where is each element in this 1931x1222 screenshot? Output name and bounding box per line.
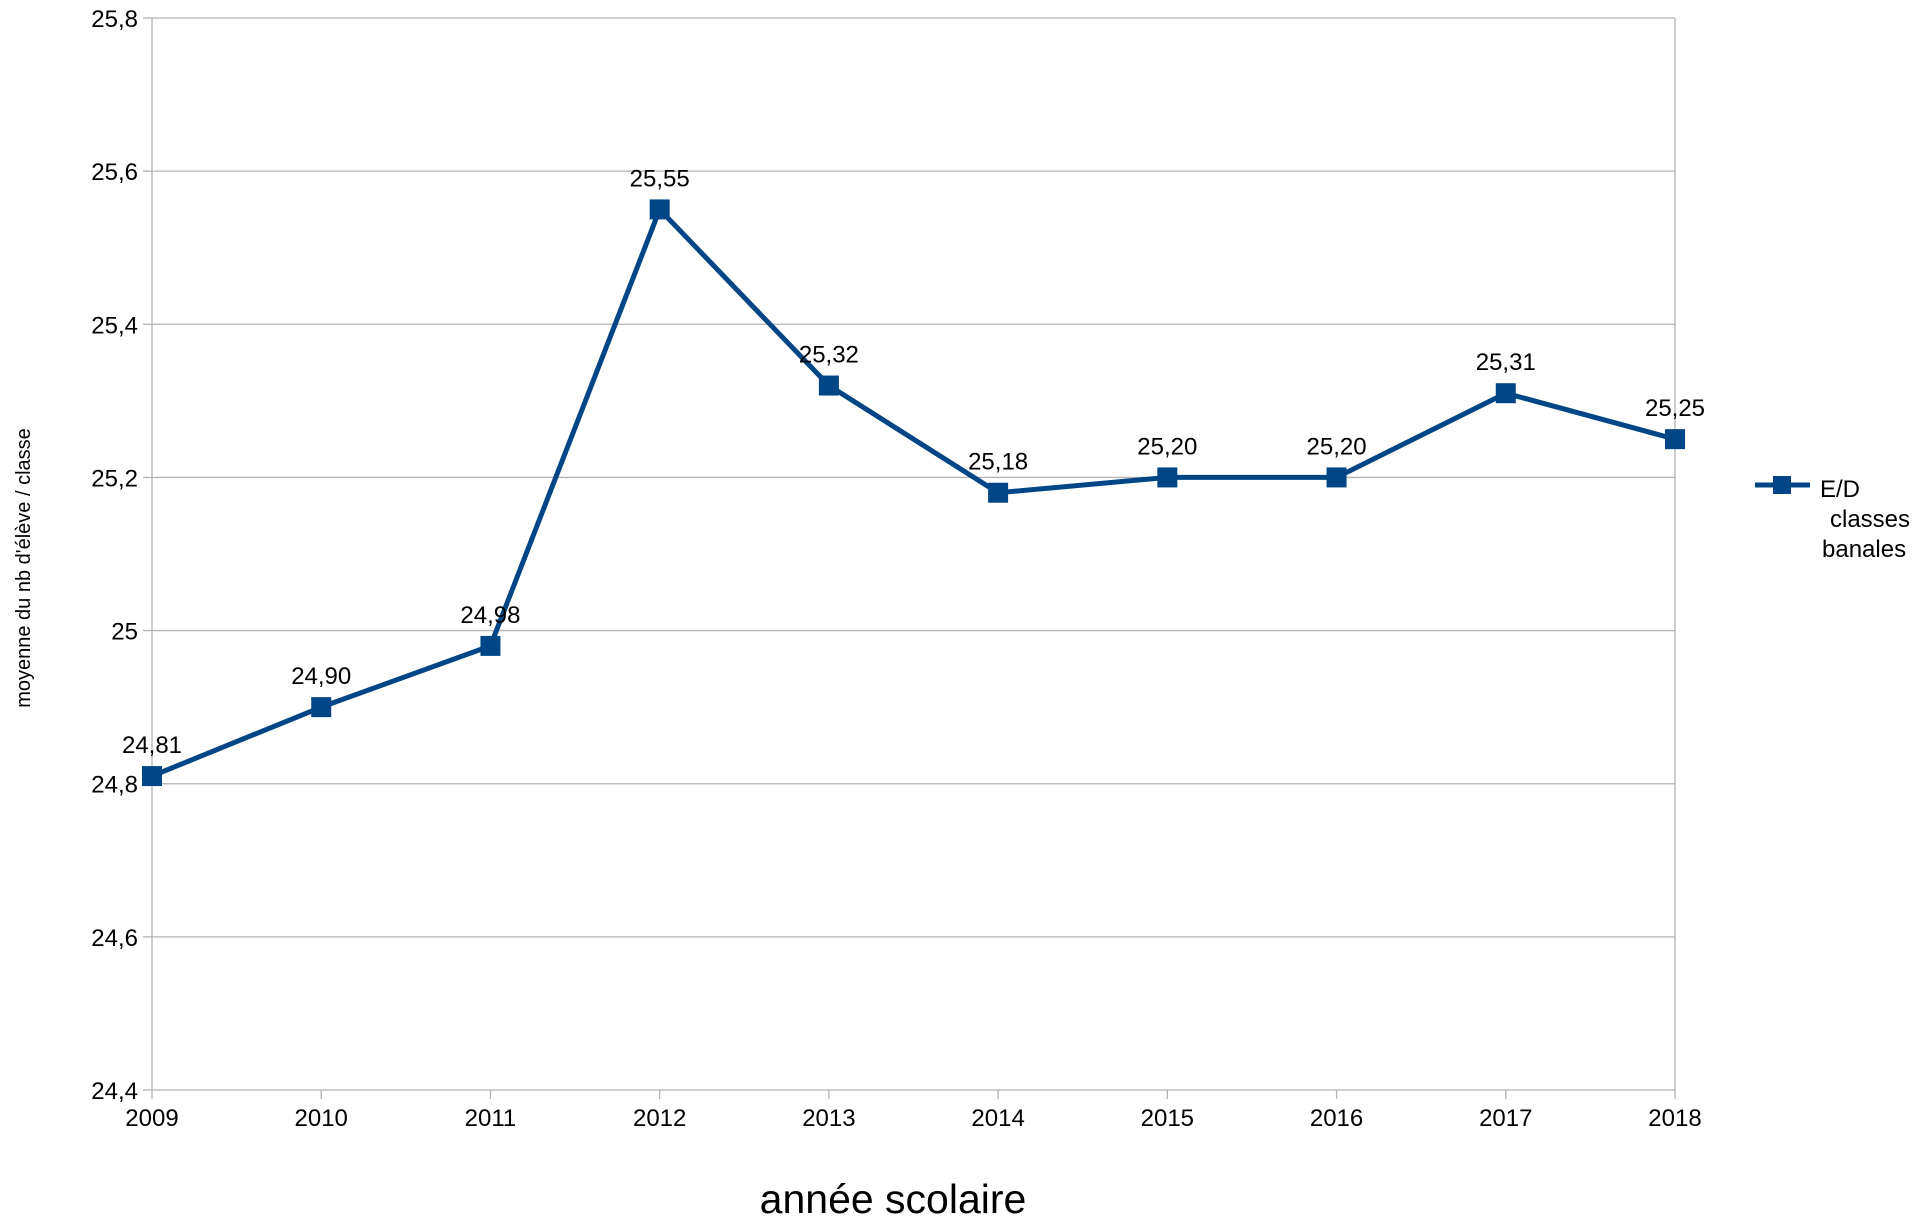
x-axis-title: année scolaire [760,1176,1027,1222]
data-label: 25,31 [1476,349,1536,376]
x-tick-label: 2009 [125,1105,178,1132]
axes [143,17,1676,1099]
data-point-marker [142,766,162,787]
data-point-marker [1326,467,1347,488]
data-point-marker [480,635,501,656]
data-label: 25,32 [799,342,859,369]
legend-label: classes [1830,506,1910,533]
data-point-marker [988,482,1009,503]
y-tick-label: 25 [111,619,138,646]
y-tick-labels: 24,4 24,6 24,8 25 25,2 25,4 25,6 25,8 [91,6,138,1105]
x-tick-label: 2014 [971,1105,1024,1132]
x-tick-label: 2013 [802,1105,855,1132]
y-tick-label: 25,6 [91,159,138,186]
data-point-marker [1157,467,1178,488]
series-line [151,206,1676,779]
data-label: 24,90 [291,663,351,690]
x-tick-labels: 2009 2010 2011 2012 2013 2014 2015 2016 2017 2018 [125,1105,1701,1132]
data-point-marker [1495,383,1516,404]
legend-marker [1773,476,1791,494]
data-point-marker [311,697,332,718]
data-label: 25,20 [1307,433,1367,460]
data-label: 24,81 [122,732,182,759]
x-tick-label: 2018 [1648,1105,1701,1132]
y-tick-label: 25,8 [91,6,138,33]
data-label: 25,20 [1137,433,1197,460]
y-tick-label: 24,6 [91,925,138,952]
gridlines [152,17,1675,1091]
series-group [142,199,1685,787]
legend-label: E/D [1820,476,1860,503]
y-tick-label: 25,2 [91,465,138,492]
x-tick-label: 2011 [465,1105,517,1132]
y-axis-title: moyenne du nb d'élève / classe [13,428,35,708]
x-tick-label: 2010 [295,1105,348,1132]
legend: E/D classes banales [1755,476,1910,563]
data-point-marker [649,199,670,220]
legend-label: banales [1822,536,1906,563]
y-tick-label: 24,4 [91,1078,138,1105]
x-tick-label: 2015 [1141,1105,1194,1132]
x-tick-label: 2017 [1479,1105,1532,1132]
data-label: 24,98 [460,602,520,629]
data-label: 25,25 [1645,395,1705,422]
y-tick-label: 24,8 [91,772,138,799]
x-tick-label: 2016 [1310,1105,1363,1132]
data-label: 25,18 [968,449,1028,476]
data-point-marker [1665,429,1685,450]
data-labels: 24,81 24,90 24,98 25,55 25,32 25,18 25,20 25,20… [122,165,1705,759]
data-point-marker [818,375,839,396]
x-tick-label: 2012 [633,1105,686,1132]
data-label: 25,55 [630,165,690,192]
y-tick-label: 25,4 [91,312,138,339]
